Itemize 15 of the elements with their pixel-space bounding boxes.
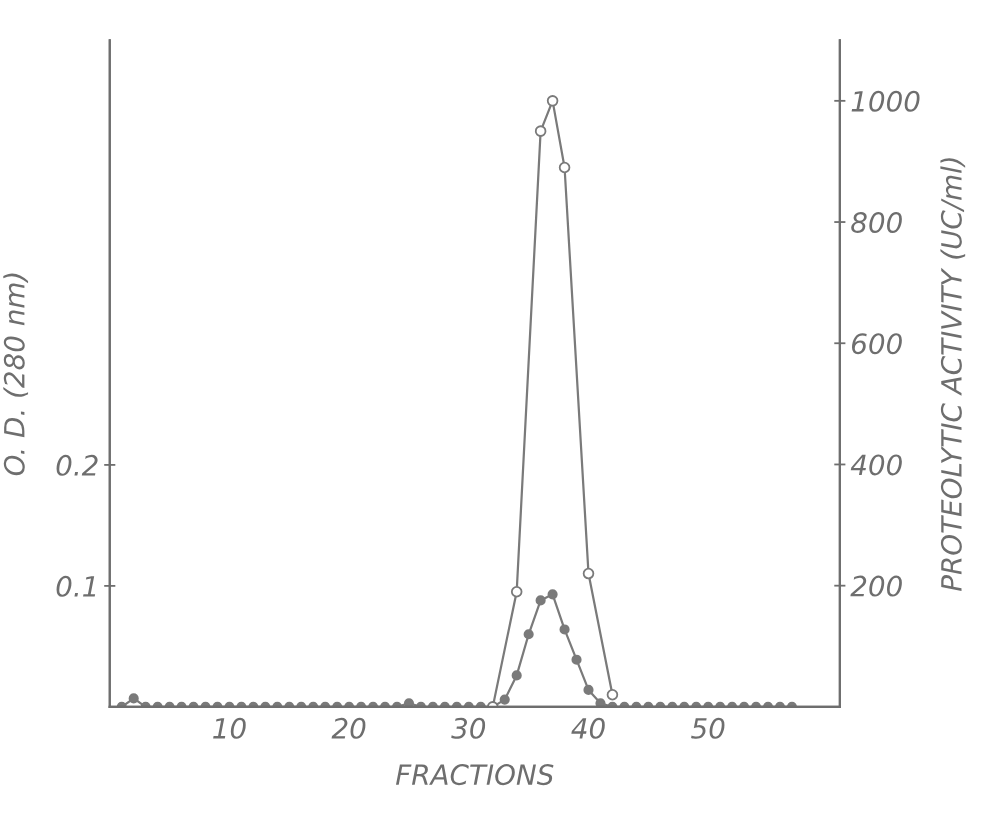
y2-tick-label: 400 bbox=[850, 454, 902, 476]
y2-tick-label: 800 bbox=[851, 211, 902, 233]
x-tick-label: 20 bbox=[331, 717, 366, 739]
x-tick-label: 10 bbox=[213, 717, 246, 739]
y-tick-label: 0.2 bbox=[56, 454, 98, 476]
x-tick-label: 30 bbox=[451, 717, 486, 739]
y2-tick-label: 1000 bbox=[851, 90, 920, 112]
x-tick-label: 50 bbox=[691, 717, 725, 739]
y2-axis-title: PROTEOLYTIC ACTIVITY (UC/ml) bbox=[940, 158, 966, 592]
x-axis-title: FRACTIONS bbox=[395, 764, 554, 786]
y-tick-label: 0.1 bbox=[56, 575, 96, 597]
y-axis-title: O. D. (280 nm) bbox=[3, 273, 29, 476]
x-tick-label: 40 bbox=[571, 717, 605, 739]
y2-tick-label: 200 bbox=[850, 575, 902, 597]
y2-tick-label: 600 bbox=[852, 333, 902, 355]
